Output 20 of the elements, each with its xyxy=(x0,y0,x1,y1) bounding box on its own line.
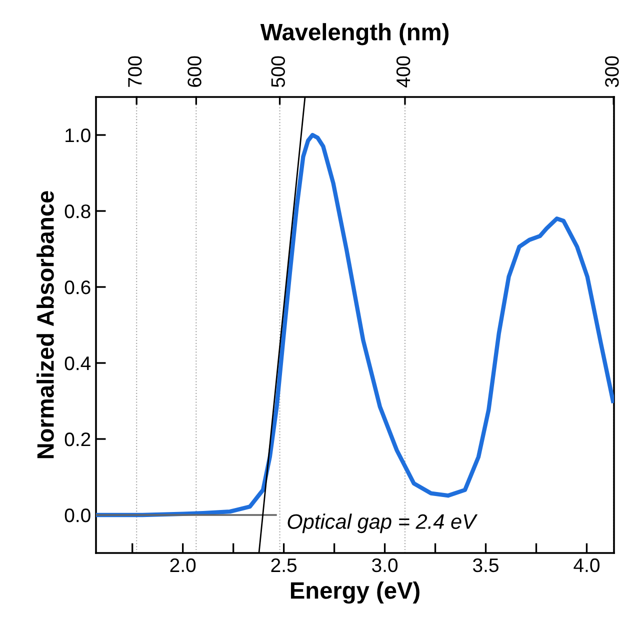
text: 500 xyxy=(271,56,285,88)
x-tick-label: 3.5 xyxy=(472,558,498,572)
annotation: Optical gap = 2.4 eV xyxy=(288,514,478,534)
x2-axis-title: Wavelength (nm) xyxy=(260,23,448,46)
y-axis-title: Normalized Absorbance xyxy=(36,191,54,458)
text: 400 xyxy=(396,56,410,88)
y-tick-label: 0.8 xyxy=(64,204,90,218)
text: 600 xyxy=(188,56,202,87)
y-tick-label: 0.4 xyxy=(64,356,91,370)
y-tick-label: 0.2 xyxy=(64,432,90,446)
x-tick-label: 2.5 xyxy=(271,558,297,572)
x-tick-label: 4.0 xyxy=(574,558,600,572)
y-tick-label: 0.6 xyxy=(64,280,90,294)
x-tick-label: 2.0 xyxy=(170,558,196,572)
y-tick-label: 0.0 xyxy=(64,508,90,522)
y-tick-label: 1.0 xyxy=(66,128,90,142)
x-axis-title: Energy (eV) xyxy=(290,582,420,604)
text: 700 xyxy=(128,56,142,87)
text: 300 xyxy=(605,56,619,88)
x-tick-label: 3.0 xyxy=(372,558,398,572)
